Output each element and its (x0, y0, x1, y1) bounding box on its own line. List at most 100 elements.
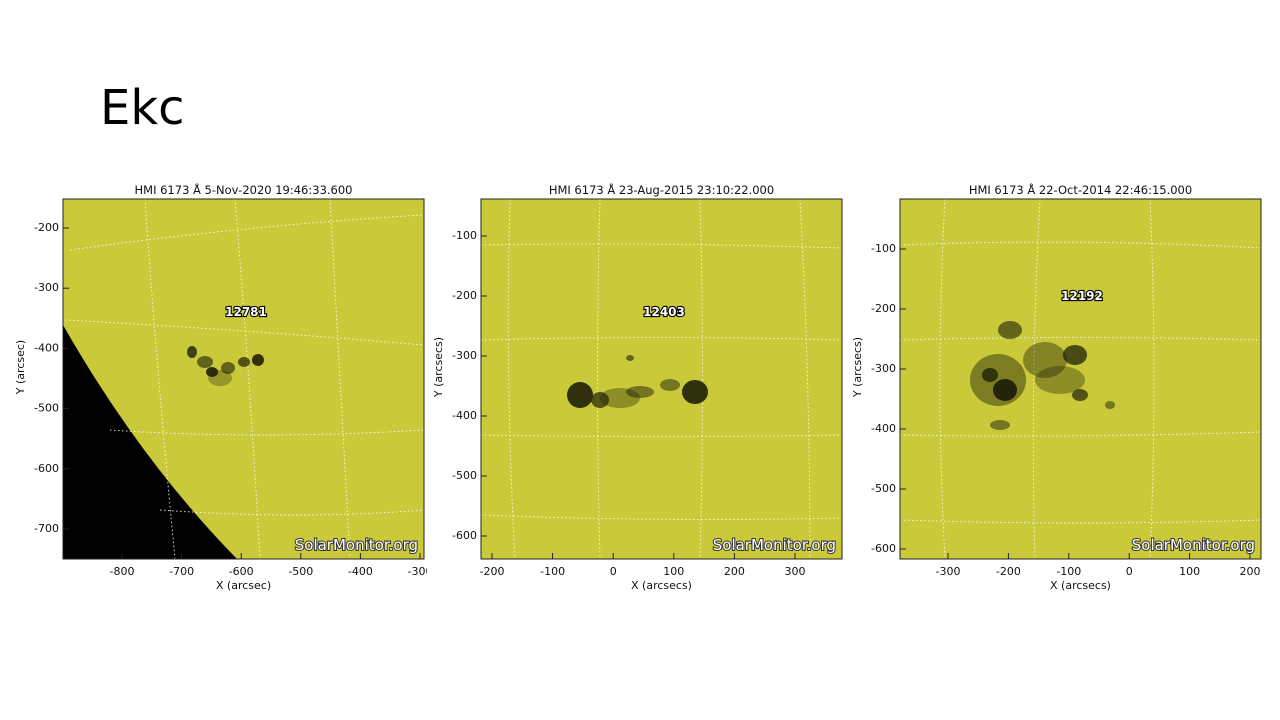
y-tick-label: -300 (871, 362, 896, 375)
x-axis-label: X (arcsecs) (631, 579, 692, 592)
panel: HMI 6173 Å 5-Nov-2020 19:46:33.600 12781 S… (14, 182, 433, 592)
coordinate-grid (64, 319, 424, 346)
y-tick-label: -200 (871, 302, 896, 315)
y-tick-label: -100 (452, 229, 477, 242)
y-tick-label: -200 (452, 289, 477, 302)
coordinate-grid (899, 241, 1262, 249)
sky-limb (63, 325, 237, 559)
sunspot (626, 355, 634, 361)
coordinate-grid (899, 519, 1262, 524)
y-tick-label: -400 (34, 341, 59, 354)
sunspot (591, 392, 609, 408)
x-axis-label: X (arcsec) (216, 579, 271, 592)
y-tick-label: -500 (452, 469, 477, 482)
coordinate-grid (597, 198, 601, 560)
watermark: SolarMonitor.org (295, 536, 418, 554)
coordinate-grid (144, 198, 176, 560)
y-tick-label: -600 (871, 542, 896, 555)
x-tick-label: -800 (110, 565, 135, 578)
y-axis-label: Y (arcsecs) (851, 337, 864, 398)
solar-image (481, 199, 842, 559)
x-tick-label: -200 (480, 565, 505, 578)
sunspot (982, 368, 998, 382)
y-tick-label: -500 (871, 482, 896, 495)
sunspot (567, 382, 593, 408)
y-tick-label: -200 (34, 221, 59, 234)
sunspot (993, 379, 1017, 401)
sunspot (682, 380, 708, 404)
coordinate-grid (329, 198, 351, 560)
x-tick-label: -400 (348, 565, 373, 578)
frame (62, 198, 425, 560)
y-axis-label: Y (arcsec) (14, 340, 27, 395)
coordinate-grid (939, 198, 946, 560)
x-tick-label: -100 (540, 565, 565, 578)
coordinate-grid (507, 198, 516, 560)
coordinate-grid (480, 243, 843, 249)
y-tick-label: -100 (871, 242, 896, 255)
panel-title: HMI 6173 Å 23-Aug-2015 23:10:22.000 (549, 182, 774, 197)
sunspot (208, 370, 232, 386)
x-tick-label: -200 (996, 565, 1021, 578)
coordinate-grid (1032, 198, 1041, 560)
x-tick-label: 100 (663, 565, 684, 578)
sunspot (187, 346, 197, 358)
panels: HMI 6173 Å 5-Nov-2020 19:46:33.600 12781 S… (14, 182, 1262, 592)
x-tick-label: -300 (936, 565, 961, 578)
coordinate-grid (899, 337, 1262, 341)
sunspot (600, 388, 640, 408)
sunspot (990, 420, 1010, 430)
sunspot (1072, 389, 1088, 401)
y-tick-label: -400 (871, 422, 896, 435)
y-tick-label: -300 (452, 349, 477, 362)
x-tick-label: 100 (1179, 565, 1200, 578)
region-number: 12781 (225, 305, 267, 319)
x-tick-label: 0 (610, 565, 617, 578)
solar-image (900, 199, 1261, 559)
panel-title: HMI 6173 Å 22-Oct-2014 22:46:15.000 (969, 182, 1192, 197)
x-axis-label: X (arcsecs) (1050, 579, 1111, 592)
y-tick-label: -700 (34, 522, 59, 535)
x-tick-label: -700 (169, 565, 194, 578)
coordinate-grid (234, 198, 261, 560)
sunspot (197, 356, 213, 368)
x-tick-label: -100 (1056, 565, 1081, 578)
panel-title: HMI 6173 Å 5-Nov-2020 19:46:33.600 (135, 182, 353, 197)
coordinate-grid (69, 214, 424, 251)
region-number: 12192 (1061, 289, 1103, 303)
x-tick-label: 300 (785, 565, 806, 578)
panel: HMI 6173 Å 22-Oct-2014 22:46:15.000 12192… (851, 182, 1262, 592)
coordinate-grid (109, 429, 424, 436)
x-tick-label: 0 (1126, 565, 1133, 578)
coordinate-grid (899, 431, 1262, 437)
coordinate-grid (480, 514, 843, 520)
sunspot (206, 367, 218, 377)
x-tick-label: -500 (288, 565, 313, 578)
sunspot (1023, 342, 1067, 378)
coordinate-grid (480, 337, 843, 341)
x-tick-label: 200 (1240, 565, 1261, 578)
frame (480, 198, 843, 560)
region-number: 12403 (643, 305, 685, 319)
y-tick-label: -400 (452, 409, 477, 422)
sunspot (998, 321, 1022, 339)
x-tick-label: 200 (724, 565, 745, 578)
sunspot (626, 386, 654, 398)
slide-title: Ekc (100, 80, 185, 136)
panel: HMI 6173 Å 23-Aug-2015 23:10:22.000 12403… (432, 182, 843, 592)
sunspot (1105, 401, 1115, 409)
y-tick-label: -300 (34, 281, 59, 294)
coordinate-grid (699, 198, 703, 560)
coordinate-grid (1149, 198, 1155, 560)
sunspot (238, 357, 250, 367)
y-tick-label: -600 (452, 529, 477, 542)
sunspot (221, 362, 235, 374)
x-tick-label: -600 (229, 565, 254, 578)
coordinate-grid (799, 198, 811, 560)
sunspot (660, 379, 680, 391)
x-tick-label: -300 (408, 565, 433, 578)
sunspot (1035, 366, 1085, 394)
watermark: SolarMonitor.org (713, 536, 836, 554)
y-tick-label: -500 (34, 402, 59, 415)
